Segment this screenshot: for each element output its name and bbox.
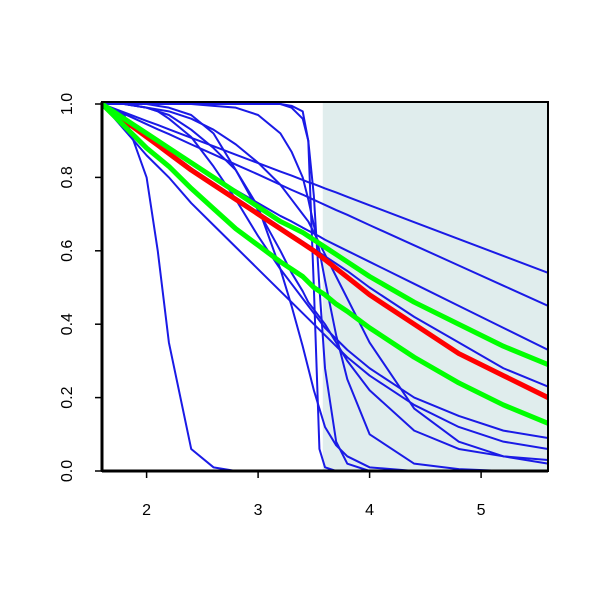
x-tick-label: 3 xyxy=(254,502,263,519)
series-line xyxy=(102,102,548,367)
x-tick-label: 2 xyxy=(142,502,151,519)
y-tick-label: 0.2 xyxy=(59,386,76,408)
y-tick-label: 0.0 xyxy=(59,460,76,482)
series-line xyxy=(102,103,548,465)
x-tick-label: 4 xyxy=(365,502,374,519)
series-line xyxy=(102,102,548,426)
series-line xyxy=(102,103,548,439)
series-line xyxy=(102,103,548,472)
y-tick-label: 0.6 xyxy=(59,240,76,262)
y-tick-label: 1.0 xyxy=(59,93,76,115)
series-line xyxy=(102,103,548,461)
y-tick-label: 0.8 xyxy=(59,166,76,188)
y-tick-label: 0.4 xyxy=(59,313,76,335)
series-line xyxy=(102,103,548,450)
x-tick-label: 5 xyxy=(477,502,486,519)
line-layer xyxy=(102,102,548,472)
series-line xyxy=(102,103,548,307)
series-line xyxy=(102,103,548,472)
series-line xyxy=(102,103,548,274)
axis-layer: 0.0 0.2 0.4 0.6 0.8 1.0 2 3 4 5 xyxy=(59,93,549,519)
series-line xyxy=(102,102,548,400)
